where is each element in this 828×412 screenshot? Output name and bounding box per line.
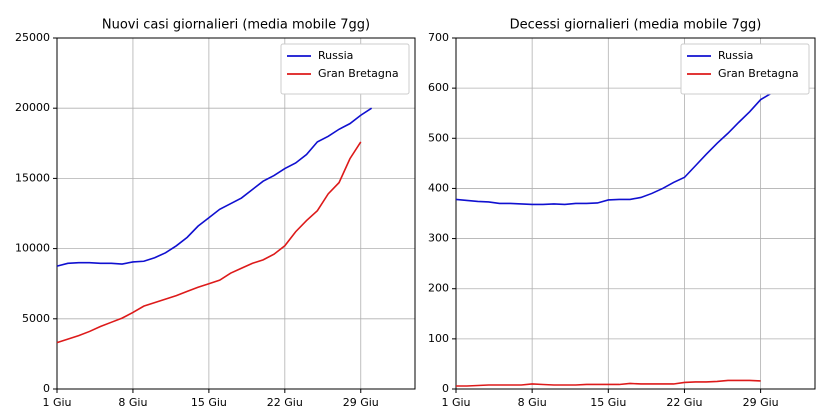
legend-label: Gran Bretagna — [718, 67, 799, 80]
chart-title: Nuovi casi giornalieri (media mobile 7gg… — [102, 18, 370, 33]
chart-title: Decessi giornalieri (media mobile 7gg) — [510, 18, 762, 33]
y-tick-label: 20000 — [15, 101, 50, 114]
y-tick-label: 10000 — [15, 242, 50, 255]
legend-label: Gran Bretagna — [318, 67, 399, 80]
y-tick-label: 700 — [428, 31, 449, 44]
line — [56, 107, 373, 267]
y-tick-label: 5000 — [22, 312, 50, 325]
y-tick-label: 100 — [428, 332, 449, 345]
x-tick-label: 8 Giu — [118, 396, 147, 409]
x-tick-label: 29 Giu — [343, 396, 379, 409]
x-tick-label: 1 Giu — [42, 396, 71, 409]
y-tick-label: 25000 — [15, 31, 50, 44]
y-tick-label: 200 — [428, 282, 449, 295]
line — [56, 141, 362, 344]
y-tick-label: 300 — [428, 232, 449, 245]
legend-label: Russia — [718, 49, 753, 62]
y-tick-label: 15000 — [15, 171, 50, 184]
y-tick-label: 0 — [43, 382, 50, 395]
x-tick-label: 22 Giu — [267, 396, 303, 409]
y-tick-label: 600 — [428, 81, 449, 94]
x-tick-label: 15 Giu — [590, 396, 626, 409]
x-tick-label: 8 Giu — [518, 396, 547, 409]
legend-box — [680, 43, 810, 95]
y-tick-label: 0 — [442, 382, 449, 395]
y-tick-label: 500 — [428, 131, 449, 144]
x-tick-label: 1 Giu — [441, 396, 470, 409]
x-tick-label: 22 Giu — [666, 396, 702, 409]
x-tick-label: 29 Giu — [743, 396, 779, 409]
line — [456, 379, 761, 387]
plot-frame — [56, 37, 416, 390]
x-tick-label: 15 Giu — [191, 396, 227, 409]
plot-frame — [455, 37, 816, 390]
y-tick-label: 400 — [428, 181, 449, 194]
legend-label: Russia — [318, 49, 353, 62]
line — [455, 92, 772, 206]
legend-box — [280, 43, 410, 95]
